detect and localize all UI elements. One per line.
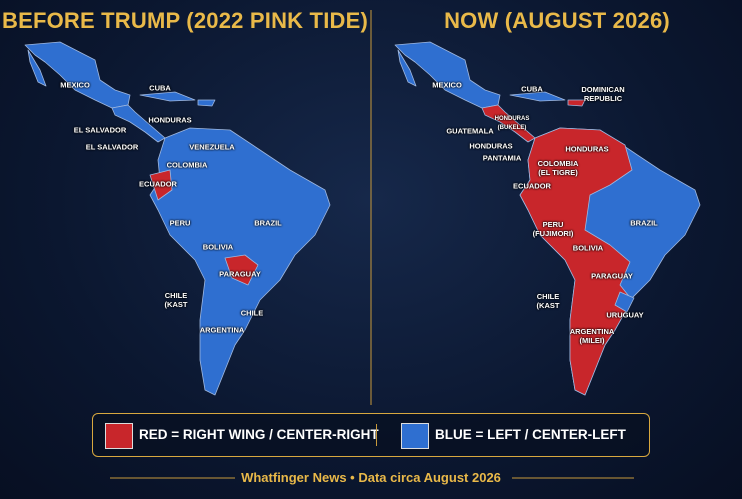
central-america xyxy=(111,104,166,143)
ecuador xyxy=(149,169,173,201)
country-label: ARGENTINA xyxy=(199,325,245,335)
panel-title: BEFORE TRUMP (2022 PINK TIDE) xyxy=(1,8,368,33)
country-label: URUGUAY xyxy=(606,310,644,320)
country-label: VENEZUELA xyxy=(189,142,235,152)
map-now xyxy=(394,41,701,396)
footer: Whatfinger News • Data circa August 2026 xyxy=(241,470,501,485)
legend-swatch xyxy=(401,423,429,449)
cuba xyxy=(139,91,196,102)
legend-label: BLUE = LEFT / CENTER-LEFT xyxy=(435,427,626,442)
country-label: COLOMBIA (EL TIGRE) xyxy=(537,159,579,177)
country-label: COLOMBIA xyxy=(166,160,208,170)
cuba xyxy=(509,91,566,102)
paraguay xyxy=(224,254,259,286)
country-label: HONDURAS xyxy=(565,144,609,154)
country-label: DOMINICAN REPUBLIC xyxy=(581,85,625,103)
country-label: PERU (FUJIMORI) xyxy=(532,220,574,238)
hispaniola xyxy=(197,99,216,107)
country-label: CUBA xyxy=(521,84,543,94)
country-label: PERU xyxy=(169,218,191,228)
country-label: CUBA xyxy=(149,83,171,93)
baja xyxy=(397,49,417,87)
country-label: BRAZIL xyxy=(254,218,282,228)
central-america xyxy=(481,104,536,143)
country-label: BOLIVIA xyxy=(202,242,234,252)
right-bloc xyxy=(519,127,633,396)
country-label: BRAZIL xyxy=(630,218,658,228)
country-label: ECUADOR xyxy=(513,181,551,191)
country-label: PANTAMIA xyxy=(482,153,522,163)
country-label: MEXICO xyxy=(432,80,462,90)
country-label: EL SALVADOR xyxy=(85,142,139,152)
legend-divider xyxy=(376,424,377,446)
baja xyxy=(27,49,47,87)
country-label: ECUADOR xyxy=(139,179,177,189)
country-label: EL SALVADOR xyxy=(73,125,127,135)
country-label: ARGENTINA (MILEI) xyxy=(569,327,615,345)
country-label: CHILE (KAST xyxy=(536,292,560,310)
country-label: HONDURAS xyxy=(469,141,513,151)
legend-swatch xyxy=(105,423,133,449)
map-before xyxy=(24,41,331,396)
country-label: HONDURAS xyxy=(148,115,192,125)
country-label: MEXICO xyxy=(60,80,90,90)
country-label: BOLIVIA xyxy=(572,243,604,253)
uruguay xyxy=(614,291,635,313)
hispaniola xyxy=(567,99,586,107)
country-label: PARAGUAY xyxy=(591,271,633,281)
country-label: CHILE xyxy=(240,308,264,318)
country-label: GUATEMALA xyxy=(446,126,494,136)
country-label: PARAGUAY xyxy=(219,269,261,279)
legend: RED = RIGHT WING / CENTER-RIGHT BLUE = L… xyxy=(92,413,650,457)
country-label: HONDURAS (BUKELE) xyxy=(494,116,530,131)
legend-label: RED = RIGHT WING / CENTER-RIGHT xyxy=(139,427,379,442)
panel-title: NOW (AUGUST 2026) xyxy=(444,8,670,33)
country-label: CHILE (KAST xyxy=(164,291,188,309)
